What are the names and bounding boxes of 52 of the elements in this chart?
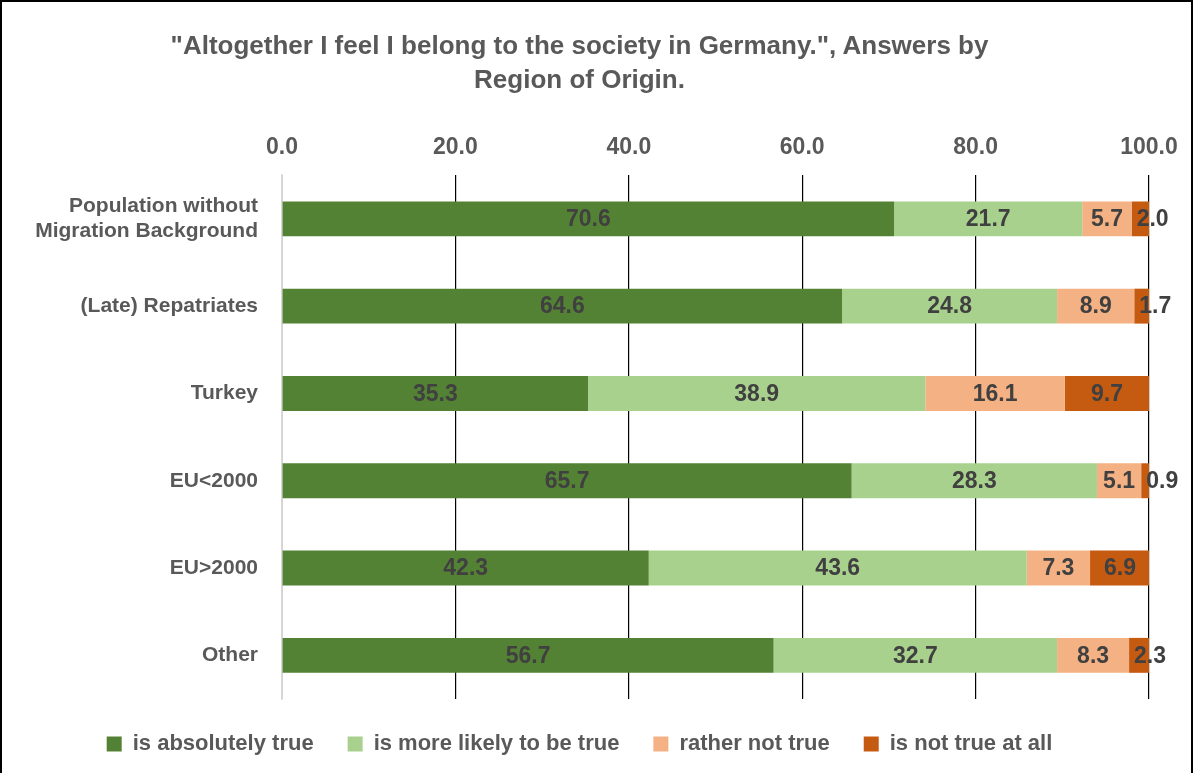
data-label: 43.6	[815, 554, 861, 581]
bar	[648, 550, 1027, 586]
data-label: 70.6	[565, 205, 611, 232]
data-label: 42.3	[443, 554, 489, 581]
data-label: 28.3	[951, 467, 997, 494]
data-label: 9.7	[1090, 379, 1123, 406]
data-label: 5.7	[1090, 205, 1123, 232]
x-tick-label: 0.0	[266, 132, 298, 159]
data-label: 5.1	[1103, 467, 1136, 494]
bar	[1064, 375, 1149, 411]
bar	[282, 463, 852, 499]
bar	[773, 637, 1058, 673]
data-label: 38.9	[734, 379, 780, 406]
data-label: 21.7	[965, 205, 1011, 232]
data-label: 6.9	[1103, 554, 1136, 581]
y-tick-label: EU<2000	[169, 467, 258, 491]
y-tick-label: Other	[201, 642, 258, 666]
data-label: 35.3	[412, 379, 458, 406]
x-tick-label: 80.0	[953, 132, 998, 159]
bar	[282, 288, 843, 324]
data-label: 65.7	[544, 467, 590, 494]
legend-label: rather not true	[679, 730, 830, 756]
data-label: 16.1	[972, 379, 1018, 406]
x-tick-label: 20.0	[433, 132, 478, 159]
bar	[588, 375, 926, 411]
bar	[282, 375, 589, 411]
bar	[282, 550, 649, 586]
x-tick-label: 100.0	[1120, 132, 1178, 159]
x-tick-label: 40.0	[606, 132, 652, 159]
bar	[894, 201, 1083, 237]
bar	[282, 637, 774, 673]
y-tick-label: EU>2000	[169, 554, 258, 578]
y-tick-label: Turkey	[190, 380, 259, 404]
legend-label: is absolutely true	[132, 730, 314, 756]
x-tick-label: 60.0	[779, 132, 825, 159]
data-label: 64.6	[539, 292, 585, 319]
data-label: 8.9	[1079, 292, 1112, 319]
y-tick-label: (Late) Repatriates	[80, 292, 258, 316]
bar	[1141, 463, 1149, 499]
y-tick-label: Population without Migration Background	[35, 193, 258, 242]
data-label: 7.3	[1042, 554, 1075, 581]
chart-title: "Altogether I feel I belong to the society in Germany.", Answers by Region of Origin.	[170, 30, 989, 94]
data-label: 8.3	[1077, 641, 1110, 668]
legend-label: is not true at all	[889, 730, 1053, 756]
bar	[282, 201, 895, 237]
bar	[842, 288, 1058, 324]
bar	[851, 463, 1097, 499]
bar	[925, 375, 1065, 411]
data-label: 32.7	[892, 641, 938, 668]
legend-label: is more likely to be true	[373, 730, 620, 756]
data-label: 56.7	[505, 641, 551, 668]
data-label: 24.8	[927, 292, 973, 319]
